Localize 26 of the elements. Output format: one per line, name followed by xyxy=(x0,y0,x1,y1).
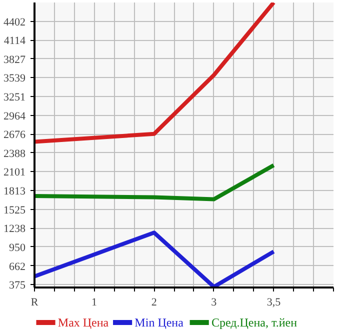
y-tick-label: 3251 xyxy=(4,92,26,104)
legend-label: Min Цена xyxy=(134,316,184,330)
line-series xyxy=(34,2,276,144)
y-tick-label: 375 xyxy=(9,280,26,292)
y-tick-label: 4114 xyxy=(4,35,26,48)
x-tick-label: 3,5 xyxy=(266,296,282,308)
y-tick-label: 662 xyxy=(9,260,26,273)
legend-label: Max Цена xyxy=(58,316,110,330)
y-tick-label: 2964 xyxy=(4,110,26,122)
y-tick-label: 3539 xyxy=(4,72,26,85)
y-tick-label: 4402 xyxy=(4,16,26,28)
legend-label: Сред.Цена, т.йен xyxy=(211,316,298,330)
y-tick-label: 950 xyxy=(9,242,26,254)
x-tick-label: 2 xyxy=(151,296,157,308)
y-tick-label: 1813 xyxy=(4,186,26,198)
line-series xyxy=(34,230,276,288)
x-tick-label: 3 xyxy=(211,296,218,308)
x-tick-label: 1 xyxy=(92,296,98,308)
y-tick-label: 3827 xyxy=(4,54,26,66)
line-series xyxy=(34,163,276,202)
y-tick-label: 1525 xyxy=(4,204,26,216)
y-tick-label: 1238 xyxy=(4,223,26,236)
y-tick-label: 2388 xyxy=(4,148,26,160)
x-tick-label: R xyxy=(30,296,39,308)
y-tick-label: 2676 xyxy=(4,129,26,142)
y-tick-label: 2101 xyxy=(4,166,26,179)
